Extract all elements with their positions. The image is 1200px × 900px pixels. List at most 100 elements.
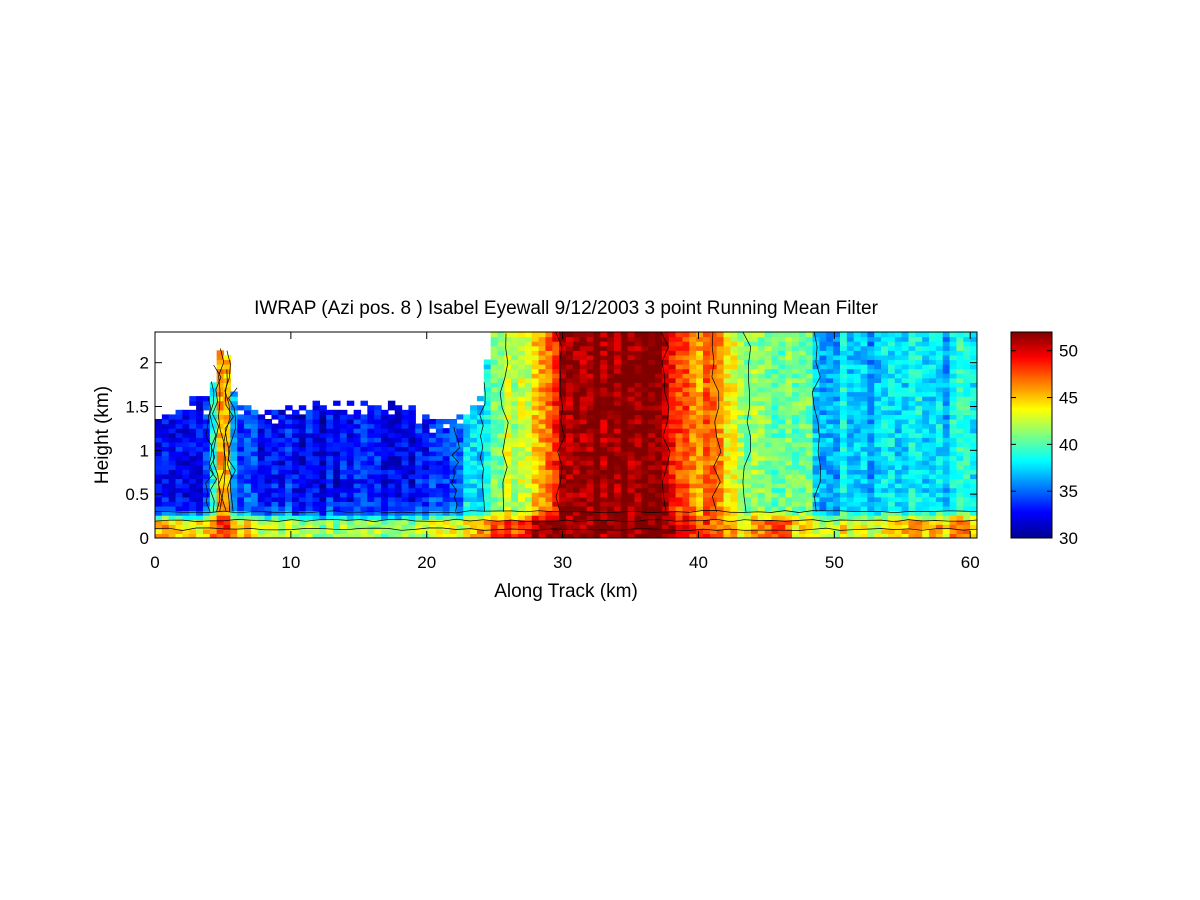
heatmap-cell [483, 428, 492, 434]
heatmap-cell [744, 336, 752, 342]
heatmap-cell [196, 437, 204, 443]
heatmap-cell [723, 368, 731, 374]
heatmap-cell [867, 473, 875, 480]
heatmap-cell [408, 483, 416, 489]
heatmap-cell [374, 451, 382, 457]
heatmap-cell [483, 483, 492, 489]
heatmap-cell [942, 515, 951, 521]
heatmap-cell [264, 505, 273, 512]
heatmap-cell [703, 345, 711, 351]
heatmap-cell [278, 423, 286, 429]
heatmap-cell [264, 496, 273, 502]
heatmap-cell [449, 432, 457, 438]
heatmap-cell [970, 428, 977, 434]
heatmap-cell [600, 455, 608, 461]
heatmap-cell [216, 409, 225, 415]
heatmap-cell [566, 418, 574, 425]
heatmap-cell [696, 496, 704, 502]
heatmap-cell [894, 451, 903, 457]
heatmap-cell [798, 345, 807, 351]
heatmap-cell [572, 473, 581, 480]
heatmap-cell [305, 446, 314, 452]
heatmap-cell [353, 451, 362, 457]
heatmap-cell [901, 409, 910, 415]
heatmap-cell [566, 524, 574, 530]
heatmap-cell [668, 505, 677, 512]
heatmap-cell [970, 373, 977, 379]
contour-line [208, 381, 218, 512]
heatmap-cell [641, 396, 649, 402]
heatmap-cell [874, 405, 882, 411]
heatmap-cell [915, 400, 923, 406]
heatmap-cell [497, 391, 505, 397]
heatmap-cell [319, 469, 327, 475]
heatmap-cell [531, 464, 540, 470]
heatmap-cell [394, 524, 403, 530]
heatmap-cell [682, 428, 690, 434]
heatmap-cell [668, 528, 677, 535]
heatmap-cell [970, 386, 977, 393]
heatmap-cell [230, 451, 238, 457]
heatmap-cell [470, 414, 478, 420]
heatmap-cell [524, 496, 533, 502]
heatmap-cell [620, 524, 629, 530]
heatmap-cell [716, 414, 725, 420]
heatmap-cell [483, 473, 492, 480]
heatmap-cell [223, 391, 231, 397]
heatmap-cell [867, 464, 875, 470]
heatmap-cell [675, 409, 684, 415]
heatmap-cell [422, 533, 430, 538]
heatmap-cell [929, 354, 937, 361]
colorbar-tick-label: 35 [1059, 482, 1078, 501]
heatmap-cell [566, 359, 574, 365]
heatmap-cell [785, 515, 793, 521]
heatmap-cell [874, 533, 882, 538]
heatmap-cell [867, 455, 875, 461]
heatmap-cell [189, 400, 197, 406]
heatmap-cell [867, 469, 875, 475]
heatmap-cell [435, 455, 444, 461]
heatmap-cell [620, 391, 629, 397]
heatmap-cell [730, 423, 738, 429]
heatmap-cell [319, 483, 327, 489]
heatmap-cell [333, 510, 341, 516]
heatmap-cell [970, 441, 977, 448]
heatmap-cell [593, 400, 601, 406]
heatmap-cell [285, 528, 293, 535]
heatmap-cell [689, 336, 697, 342]
heatmap-cell [353, 441, 362, 448]
heatmap-cell [511, 510, 519, 516]
heatmap-cell [305, 528, 314, 535]
heatmap-cell [655, 405, 663, 411]
y-tick-label: 0.5 [125, 485, 149, 504]
heatmap-cell [682, 386, 690, 393]
heatmap-cell [935, 464, 944, 470]
heatmap-cell [887, 368, 896, 374]
heatmap-cell [634, 418, 642, 425]
heatmap-cell [709, 437, 718, 443]
heatmap-cell [579, 473, 588, 480]
heatmap-cell [620, 446, 629, 452]
heatmap-cell [456, 446, 464, 452]
heatmap-cell [319, 515, 327, 521]
heatmap-cell [771, 469, 779, 475]
heatmap-cell [833, 336, 841, 342]
heatmap-cell [305, 519, 314, 525]
heatmap-cell [668, 428, 677, 434]
heatmap-cell [798, 496, 807, 502]
heatmap-cell [887, 382, 896, 388]
heatmap-cell [538, 414, 547, 420]
heatmap-cell [874, 464, 882, 470]
heatmap-cell [196, 469, 204, 475]
heatmap-cell [963, 446, 971, 452]
heatmap-cell [387, 519, 396, 525]
heatmap-cell [730, 386, 738, 393]
heatmap-cell [730, 354, 738, 361]
heatmap-cell [566, 483, 574, 489]
heatmap-cell [319, 446, 327, 452]
heatmap-cell [655, 341, 663, 347]
heatmap-cell [292, 473, 300, 480]
heatmap-cell [627, 354, 636, 361]
heatmap-cell [346, 501, 355, 507]
heatmap-cell [244, 428, 252, 434]
